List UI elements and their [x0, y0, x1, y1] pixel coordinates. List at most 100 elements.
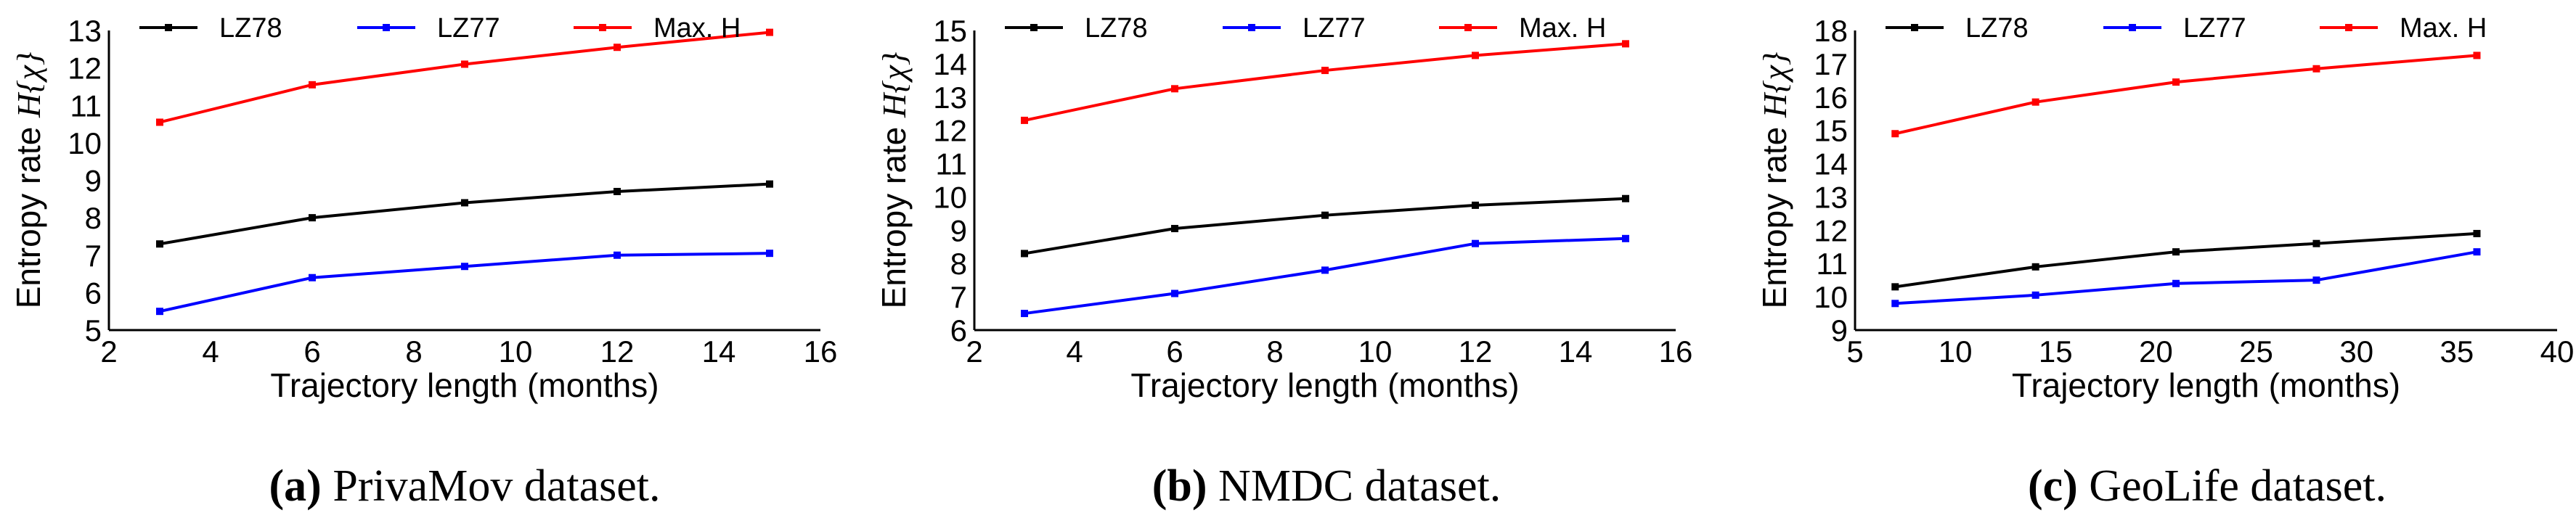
x-tick-label: 20 — [2139, 334, 2173, 369]
y-axis-label-math: H{χ} — [876, 52, 913, 118]
y-tick-label: 11 — [935, 147, 967, 181]
x-tick-label: 10 — [1939, 334, 1973, 369]
data-point — [156, 240, 163, 248]
legend-label: LZ77 — [1303, 13, 1366, 44]
y-axis-label-math: H{χ} — [10, 52, 47, 118]
data-point — [1622, 234, 1629, 242]
y-tick-label: 5 — [85, 313, 102, 348]
y-tick-label: 10 — [68, 126, 102, 160]
series-line-lz78 — [159, 182, 770, 246]
legend-marker — [383, 24, 390, 31]
data-point — [461, 60, 468, 68]
legend-marker — [1248, 24, 1255, 31]
data-point — [614, 44, 621, 52]
legend-label: Max. H — [2400, 13, 2487, 44]
y-axis-label-prefix: Entropy rate — [1756, 118, 1793, 308]
y-tick-label: 14 — [1814, 147, 1848, 181]
panel-caption: (a) PrivaMov dataset. — [269, 461, 661, 511]
x-axis-label: Trajectory length (months) — [270, 366, 659, 404]
data-point — [1622, 40, 1629, 48]
data-point — [309, 274, 316, 281]
data-point — [1321, 67, 1329, 75]
series-line-lz78 — [1024, 197, 1626, 255]
data-point — [614, 251, 621, 259]
legend-marker — [1464, 24, 1472, 31]
x-tick-label: 10 — [499, 334, 533, 369]
legend-label: LZ77 — [2183, 13, 2246, 44]
chart-panel-3: 5 10 15 20 25 30 35 409101112131415161718Trajec… — [1756, 13, 2574, 511]
legend-marker — [599, 24, 606, 31]
y-tick-label: 6 — [950, 313, 967, 348]
series-line-lz78 — [1894, 231, 2477, 289]
x-tick-label: 14 — [1559, 334, 1593, 369]
series-line-lz77 — [159, 252, 770, 313]
data-point — [1891, 283, 1899, 291]
y-tick-label: 14 — [933, 47, 967, 81]
series-line-lz77 — [1895, 250, 2477, 305]
y-tick-label: 13 — [1814, 180, 1848, 214]
data-point — [2312, 276, 2320, 284]
caption-letter: (c) — [2028, 461, 2078, 511]
y-axis-label-prefix: Entropy rate — [875, 118, 913, 308]
legend-label: Max. H — [653, 13, 741, 44]
data-point — [156, 118, 163, 126]
legend-marker — [1911, 24, 1918, 31]
x-tick-label: 14 — [702, 334, 736, 369]
x-tick-label: 5 — [1846, 334, 1863, 369]
y-tick-label: 10 — [1814, 280, 1848, 314]
x-tick-label: 16 — [1659, 334, 1693, 369]
data-point — [766, 250, 773, 258]
data-point — [1891, 130, 1899, 138]
caption-text: PrivaMov dataset. — [322, 461, 661, 511]
y-tick-label: 8 — [85, 201, 102, 235]
legend-marker — [2345, 24, 2352, 31]
y-axis-label: Entropy rate H{χ} — [1756, 52, 1793, 309]
data-point — [614, 187, 621, 195]
data-point — [2031, 291, 2039, 299]
y-tick-label: 11 — [70, 89, 102, 123]
y-tick-label: 9 — [1831, 313, 1848, 348]
legend-label: LZ78 — [1085, 13, 1148, 44]
x-tick-label: 35 — [2440, 334, 2474, 369]
data-point — [2473, 229, 2481, 237]
x-tick-label: 12 — [1459, 334, 1493, 369]
y-tick-label: 7 — [950, 280, 967, 314]
caption-text: NMDC dataset. — [1207, 461, 1501, 511]
data-point — [1891, 300, 1899, 308]
x-tick-label: 10 — [1358, 334, 1393, 369]
y-axis-label-prefix: Entropy rate — [9, 118, 47, 308]
y-tick-label: 12 — [68, 52, 102, 86]
legend-label: Max. H — [1519, 13, 1606, 44]
legend-label: LZ77 — [437, 13, 500, 44]
y-tick-label: 16 — [1814, 81, 1848, 115]
data-point — [2172, 279, 2180, 287]
data-point — [1321, 266, 1329, 274]
panel-caption: (b) NMDC dataset. — [1152, 461, 1501, 511]
legend-label: LZ78 — [1965, 13, 2029, 44]
legend-marker — [2129, 24, 2136, 31]
x-tick-label: 40 — [2540, 334, 2575, 369]
y-axis-label: Entropy rate H{χ} — [9, 52, 47, 309]
data-point — [1021, 250, 1028, 258]
y-tick-label: 10 — [933, 180, 967, 214]
x-tick-label: 16 — [804, 334, 838, 369]
data-point — [1171, 225, 1178, 233]
y-tick-label: 15 — [1814, 114, 1848, 148]
data-point — [1021, 116, 1028, 124]
x-tick-label: 8 — [1266, 334, 1283, 369]
y-tick-label: 12 — [933, 114, 967, 148]
x-tick-label: 4 — [202, 334, 219, 369]
data-point — [309, 81, 316, 89]
data-point — [2312, 239, 2320, 247]
y-tick-label: 7 — [85, 239, 102, 273]
caption-letter: (b) — [1152, 461, 1207, 511]
series-line-max-h — [1894, 54, 2477, 136]
data-point — [2473, 52, 2481, 59]
y-tick-label: 11 — [1816, 247, 1848, 281]
x-tick-label: 2 — [966, 334, 982, 369]
data-point — [1171, 289, 1178, 297]
y-tick-label: 9 — [950, 213, 967, 247]
